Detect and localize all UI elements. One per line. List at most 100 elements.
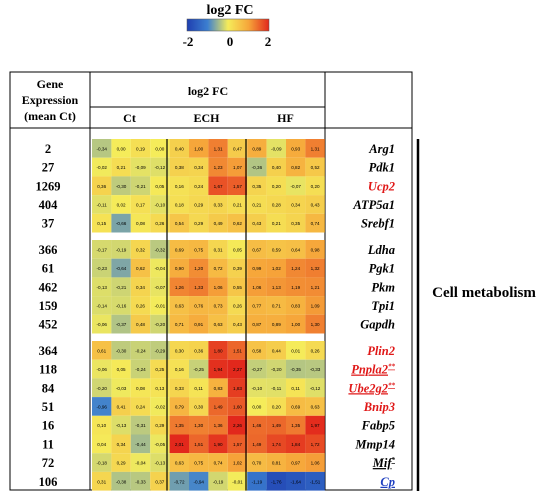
heatmap-cell-label: 1,21	[311, 285, 320, 290]
heatmap-cell-label: 0,77	[252, 303, 261, 308]
heatmap-cell-label: -0,07	[290, 184, 301, 189]
heatmap-cell-label: -1,51	[310, 479, 321, 484]
heatmap-cell	[208, 296, 228, 315]
heatmap-cell	[227, 213, 248, 233]
heatmap-cell-label: 0,73	[214, 303, 223, 308]
heatmap-cell-label: 1,35	[175, 423, 184, 428]
heatmap-cell-label: 0,29	[117, 461, 126, 466]
mean-ct-value: 118	[39, 363, 57, 377]
heatmap-cell	[305, 453, 325, 472]
heatmap-cell-label: -0,25	[193, 367, 204, 372]
heatmap-cell-label: 0,43	[233, 322, 242, 327]
heatmap-cell-label: 1,02	[272, 266, 281, 271]
heatmap-cell-label: 0,76	[194, 303, 203, 308]
heatmap-cell	[247, 139, 267, 158]
heatmap-cell-label: 0,38	[175, 165, 184, 170]
heatmap-cell	[266, 240, 286, 259]
heatmap-cell-label: -0,36	[252, 165, 263, 170]
heatmap-cell-label: 1,51	[233, 348, 242, 353]
heatmap-cell-label: 0,13	[155, 386, 164, 391]
heatmap-cell	[305, 314, 325, 334]
header-group-hf: HF	[277, 111, 294, 125]
heatmap-cell-label: -0,27	[252, 367, 263, 372]
heatmap-cell-label: 1,07	[233, 165, 242, 170]
heatmap-cell-label: 0,58	[252, 348, 261, 353]
heatmap-cell	[247, 378, 267, 398]
heatmap-cell-label: 0,31	[97, 479, 106, 484]
heatmap-cell	[247, 434, 267, 454]
heatmap-cell-label: 0,33	[175, 386, 184, 391]
heatmap-cell-label: 0,04	[97, 442, 106, 447]
heatmap-cell	[130, 277, 151, 297]
heatmap-cell	[130, 415, 151, 435]
heatmap-cell	[266, 341, 286, 360]
heatmap-cell-label: 1,80	[214, 348, 223, 353]
heatmap-cell	[286, 157, 306, 177]
heatmap-cell	[189, 139, 209, 158]
heatmap-cell-label: -0,13	[116, 423, 127, 428]
heatmap-cell-label: 1,13	[272, 285, 281, 290]
heatmap-cell-label: 1,32	[311, 266, 320, 271]
heatmap-cell	[247, 415, 267, 435]
heatmap-cell-label: -0,30	[116, 184, 127, 189]
heatmap-cell-label: -0,72	[174, 479, 185, 484]
heatmap-cell	[208, 341, 228, 360]
gene-name: Pdk1	[369, 161, 395, 175]
heatmap-cell-label: 0,26	[155, 221, 164, 226]
heatmap-cell-label: 0,89	[252, 146, 261, 151]
heatmap-cell-label: 0,05	[155, 184, 164, 189]
heatmap-cell-label: 0,25	[155, 367, 164, 372]
heatmap-cell	[286, 314, 306, 334]
heatmap-cell-label: -0,21	[135, 184, 146, 189]
heatmap-cell	[305, 195, 325, 214]
heatmap-cell	[189, 176, 209, 196]
heatmap-cell-label: -0,05	[155, 442, 166, 447]
heatmap-cell	[305, 277, 325, 297]
heatmap-cell-label: 0,00	[252, 404, 261, 409]
heatmap-cell-label: 0,64	[291, 247, 300, 252]
heatmap-cell	[92, 258, 112, 278]
mean-ct-value: 37	[42, 217, 55, 231]
heatmap-cell	[227, 378, 248, 398]
heatmap-cell-label: 1,36	[214, 423, 223, 428]
heatmap-cell	[111, 296, 131, 315]
heatmap-cell	[130, 434, 151, 454]
heatmap-cell-label: 0,89	[272, 322, 281, 327]
heatmap-cell-label: 0,36	[194, 348, 203, 353]
heatmap-cell	[130, 296, 151, 315]
heatmap-cell	[208, 397, 228, 416]
heatmap-cell-label: 0,71	[175, 322, 184, 327]
heatmap-cell-label: 0,26	[311, 348, 320, 353]
heatmap-cell	[286, 195, 306, 214]
heatmap-cell-label: -0,35	[290, 367, 301, 372]
heatmap-cell-label: 0,34	[136, 285, 145, 290]
gene-name: Mif*	[372, 456, 396, 470]
heatmap-cell	[169, 296, 189, 315]
heatmap-cell	[92, 378, 112, 398]
header-group-ct: Ct	[123, 111, 136, 125]
heatmap-cell	[150, 258, 170, 278]
heatmap-cell	[247, 213, 267, 233]
heatmap-cell-label: 0,40	[272, 165, 281, 170]
heatmap-cell-label: -0,44	[135, 442, 146, 447]
heatmap-cell	[305, 471, 325, 491]
heatmap-cell-label: -0,18	[96, 461, 107, 466]
heatmap-cell	[169, 471, 189, 491]
heatmap-cell	[92, 157, 112, 177]
heatmap-cell	[92, 139, 112, 158]
heatmap-cell-label: 0,67	[252, 247, 261, 252]
heatmap-cell-label: 1,24	[291, 266, 300, 271]
mean-ct-value: 462	[39, 280, 58, 294]
heatmap-cell-label: -0,94	[193, 479, 204, 484]
heatmap-cell-label: 0,91	[194, 322, 203, 327]
heatmap-cell-label: 0,15	[97, 221, 106, 226]
heatmap-cell-label: 0,54	[175, 221, 184, 226]
heatmap-cell	[130, 453, 151, 472]
heatmap-cell	[111, 378, 131, 398]
mean-ct-value: 364	[39, 344, 59, 358]
heatmap-cell	[247, 176, 267, 196]
gene-name: Ldha	[367, 243, 395, 257]
colorbar-tick: -2	[183, 34, 194, 49]
gene-name: Arg1	[368, 142, 395, 156]
heatmap-cell	[189, 258, 209, 278]
